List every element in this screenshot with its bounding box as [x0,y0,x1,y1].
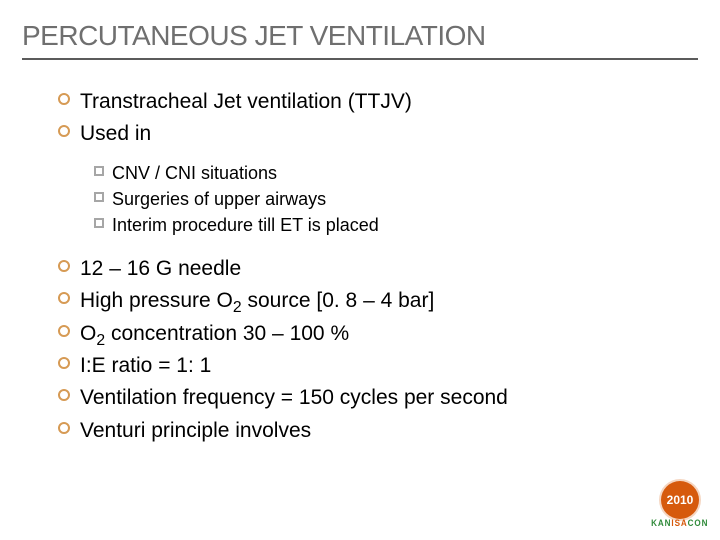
bullet-text: Interim procedure till ET is placed [112,214,379,237]
list-item: O2 concentration 30 – 100 % [58,320,680,348]
square-bullet-icon [94,166,104,176]
sub-list: CNV / CNI situations Surgeries of upper … [58,153,680,251]
slide-title: PERCUTANEOUS JET VENTILATION [22,20,698,60]
ring-bullet-icon [58,357,70,369]
ring-bullet-icon [58,389,70,401]
badge-label: KANISACON [651,518,708,528]
bullet-text: O2 concentration 30 – 100 % [80,320,349,348]
list-item: 12 – 16 G needle [58,255,680,283]
list-item: Venturi principle involves [58,417,680,445]
conference-badge: 2010 KANISACON [650,470,710,530]
slide-body: Transtracheal Jet ventilation (TTJV) Use… [0,68,720,445]
ring-bullet-icon [58,422,70,434]
badge-year: 2010 [661,481,699,519]
bullet-text: Surgeries of upper airways [112,188,326,211]
bullet-text: High pressure O2 source [0. 8 – 4 bar] [80,287,434,315]
list-item: Interim procedure till ET is placed [94,214,680,237]
list-item: High pressure O2 source [0. 8 – 4 bar] [58,287,680,315]
square-bullet-icon [94,218,104,228]
list-item: Used in [58,120,680,148]
list-item: Transtracheal Jet ventilation (TTJV) [58,88,680,116]
list-item: CNV / CNI situations [94,162,680,185]
bullet-text: Transtracheal Jet ventilation (TTJV) [80,88,412,116]
ring-bullet-icon [58,325,70,337]
ring-bullet-icon [58,125,70,137]
list-item: Surgeries of upper airways [94,188,680,211]
list-item: I:E ratio = 1: 1 [58,352,680,380]
bullet-text: 12 – 16 G needle [80,255,241,283]
square-bullet-icon [94,192,104,202]
bullet-text: CNV / CNI situations [112,162,277,185]
ring-bullet-icon [58,260,70,272]
bullet-text: Venturi principle involves [80,417,311,445]
bullet-text: Ventilation frequency = 150 cycles per s… [80,384,508,412]
list-item: Ventilation frequency = 150 cycles per s… [58,384,680,412]
bullet-text: I:E ratio = 1: 1 [80,352,211,380]
ring-bullet-icon [58,292,70,304]
ring-bullet-icon [58,93,70,105]
bullet-text: Used in [80,120,151,148]
